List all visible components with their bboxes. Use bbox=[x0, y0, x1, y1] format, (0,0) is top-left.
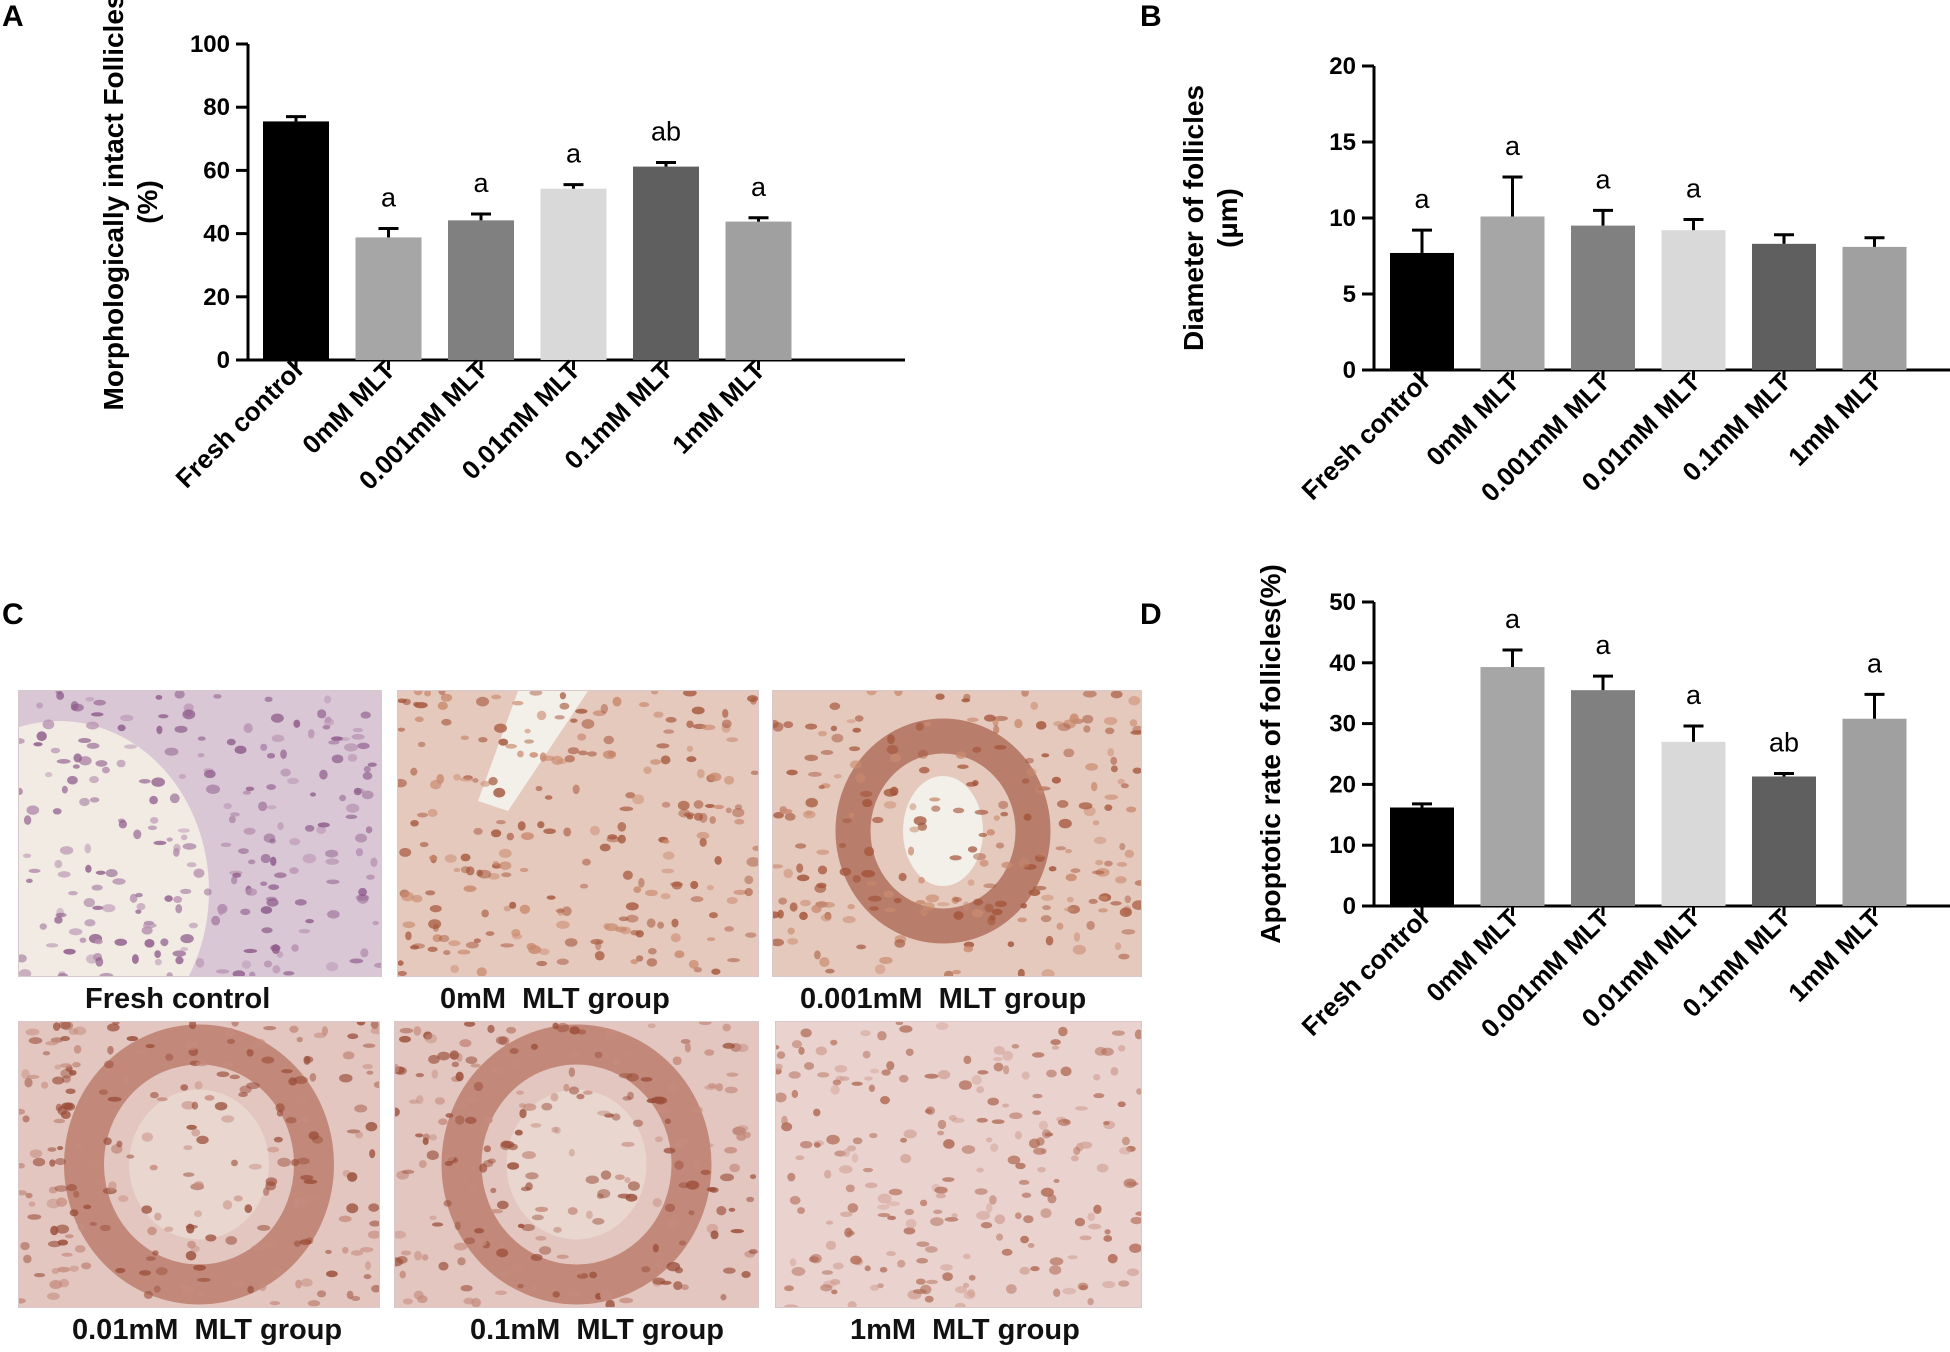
bar bbox=[263, 121, 329, 360]
bar bbox=[1842, 718, 1907, 906]
micrograph-caption: 0.01mM MLT group bbox=[72, 1314, 343, 1346]
significance-label: a bbox=[1686, 174, 1702, 204]
y-tick-label: 20 bbox=[203, 284, 230, 311]
bar bbox=[1390, 807, 1454, 906]
y-tick-label: 60 bbox=[203, 157, 230, 184]
y-tick-label: 5 bbox=[1343, 281, 1356, 308]
bar bbox=[1480, 216, 1545, 370]
y-tick-label: 40 bbox=[1329, 650, 1356, 677]
significance-label: a bbox=[1505, 604, 1521, 634]
chart-a-morphologically-intact: 0 20 40 60 80 100 Morphologically intact Folli… bbox=[98, 0, 905, 495]
chart-d-apoptotic-rate: 0 10 20 30 40 50 Apoptotic rate of follicles(%… bbox=[1255, 564, 1950, 1043]
micrograph-caption: 0.001mM MLT group bbox=[800, 983, 1087, 1015]
bar bbox=[1752, 243, 1816, 370]
y-tick-label: 30 bbox=[1329, 711, 1356, 738]
micrograph-image bbox=[394, 1021, 759, 1308]
significance-label: a bbox=[473, 168, 489, 198]
y-tick-label: 0 bbox=[1343, 357, 1356, 384]
panel-letter-b: B bbox=[1140, 0, 1162, 33]
category-label: Fresh control bbox=[1296, 367, 1435, 506]
bar bbox=[1480, 667, 1545, 906]
y-tick-label: 15 bbox=[1329, 129, 1356, 156]
significance-label: a bbox=[1595, 630, 1611, 660]
significance-label: a bbox=[751, 172, 767, 202]
micrograph-caption: Fresh control bbox=[85, 983, 271, 1015]
bar bbox=[1752, 776, 1816, 906]
y-axis-title: Morphologically intact Follicles bbox=[98, 0, 129, 410]
micrograph-caption: 0.1mM MLT group bbox=[470, 1314, 725, 1346]
micrograph-grid: Fresh control 0mM MLT group 0.001mM MLT gr… bbox=[0, 690, 1150, 1352]
y-tick-label: 100 bbox=[190, 31, 230, 58]
significance-label: a bbox=[1686, 680, 1702, 710]
bar bbox=[1390, 252, 1454, 370]
category-label: 1mM MLT bbox=[1782, 903, 1887, 1008]
significance-label: a bbox=[566, 139, 582, 169]
significance-label: ab bbox=[1769, 727, 1799, 757]
y-tick-label: 0 bbox=[217, 347, 230, 374]
bar bbox=[1571, 225, 1635, 370]
panel-letter-c: C bbox=[2, 598, 24, 631]
panel-letter-a: A bbox=[2, 0, 24, 33]
y-tick-label: 80 bbox=[203, 94, 230, 121]
bar bbox=[1661, 230, 1726, 370]
y-tick-label: 20 bbox=[1329, 771, 1356, 798]
bar bbox=[355, 237, 422, 360]
significance-label: a bbox=[1505, 131, 1521, 161]
y-axis-title: (%) bbox=[132, 180, 163, 224]
y-tick-label: 20 bbox=[1329, 53, 1356, 80]
significance-label: a bbox=[1867, 648, 1883, 678]
micrograph-caption: 0mM MLT group bbox=[440, 983, 670, 1015]
category-label: 1mM MLT bbox=[666, 355, 771, 460]
significance-label: a bbox=[1595, 164, 1611, 194]
micrograph-image bbox=[18, 690, 382, 977]
y-tick-label: 10 bbox=[1329, 205, 1356, 232]
y-axis-title: Diameter of follicles bbox=[1178, 85, 1209, 351]
y-tick-label: 10 bbox=[1329, 832, 1356, 859]
micrograph-image bbox=[772, 690, 1142, 977]
chart-b-follicle-diameter: 0 5 10 15 20 Diameter of follicles (µm) a Fresh … bbox=[1178, 53, 1950, 507]
significance-label: ab bbox=[651, 117, 681, 147]
chart-a-body: 0 20 40 60 80 100 Morphologically intact Folli… bbox=[98, 0, 905, 495]
y-tick-label: 50 bbox=[1329, 589, 1356, 616]
significance-label: a bbox=[1414, 184, 1430, 214]
panel-letter-d: D bbox=[1140, 598, 1162, 631]
chart-b-body: 0 5 10 15 20 Diameter of follicles (µm) a Fresh … bbox=[1178, 53, 1950, 507]
y-tick-label: 40 bbox=[203, 221, 230, 248]
category-label: 1mM MLT bbox=[1782, 367, 1887, 472]
bar bbox=[540, 188, 607, 360]
micrograph-caption: 1mM MLT group bbox=[850, 1314, 1080, 1346]
significance-label: a bbox=[381, 183, 397, 213]
micrograph-image bbox=[18, 1021, 380, 1308]
bar bbox=[1661, 741, 1726, 906]
bar bbox=[448, 220, 514, 360]
y-axis-title: (µm) bbox=[1212, 188, 1243, 248]
bar bbox=[1842, 246, 1907, 370]
bar bbox=[633, 166, 699, 360]
y-axis-title: Apoptotic rate of follicles(%) bbox=[1255, 564, 1286, 944]
micrograph-image bbox=[775, 1021, 1142, 1308]
bar bbox=[1571, 690, 1635, 906]
y-tick-label: 0 bbox=[1343, 893, 1356, 920]
bar bbox=[725, 221, 792, 360]
category-label: Fresh control bbox=[1296, 903, 1435, 1042]
category-label: Fresh control bbox=[170, 355, 309, 494]
micrograph-image bbox=[397, 690, 759, 977]
